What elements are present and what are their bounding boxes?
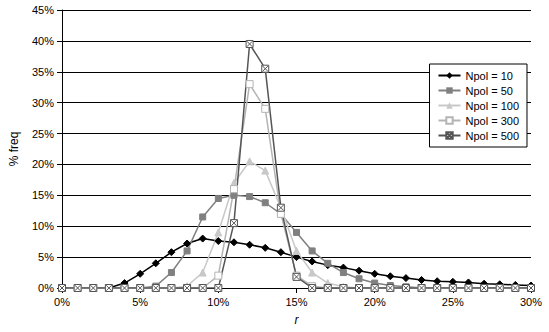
- svg-text:Npol = 100: Npol = 100: [465, 100, 519, 112]
- svg-text:5%: 5%: [38, 251, 54, 263]
- svg-text:Npol = 300: Npol = 300: [465, 115, 519, 127]
- svg-text:25%: 25%: [442, 296, 464, 308]
- svg-text:20%: 20%: [364, 296, 386, 308]
- svg-text:35%: 35%: [32, 66, 54, 78]
- svg-text:r: r: [295, 313, 300, 327]
- svg-text:% freq: % freq: [7, 132, 21, 167]
- svg-text:5%: 5%: [132, 296, 148, 308]
- svg-text:15%: 15%: [32, 189, 54, 201]
- svg-text:15%: 15%: [285, 296, 307, 308]
- svg-text:40%: 40%: [32, 35, 54, 47]
- svg-text:Npol = 10: Npol = 10: [465, 70, 512, 82]
- svg-text:30%: 30%: [32, 97, 54, 109]
- svg-text:30%: 30%: [520, 296, 542, 308]
- svg-text:25%: 25%: [32, 128, 54, 140]
- svg-text:Npol = 50: Npol = 50: [465, 85, 512, 97]
- svg-text:0%: 0%: [54, 296, 70, 308]
- svg-text:0%: 0%: [38, 282, 54, 294]
- svg-text:10%: 10%: [32, 220, 54, 232]
- svg-text:10%: 10%: [207, 296, 229, 308]
- svg-text:Npol = 500: Npol = 500: [465, 130, 519, 142]
- svg-text:20%: 20%: [32, 158, 54, 170]
- svg-text:45%: 45%: [32, 4, 54, 16]
